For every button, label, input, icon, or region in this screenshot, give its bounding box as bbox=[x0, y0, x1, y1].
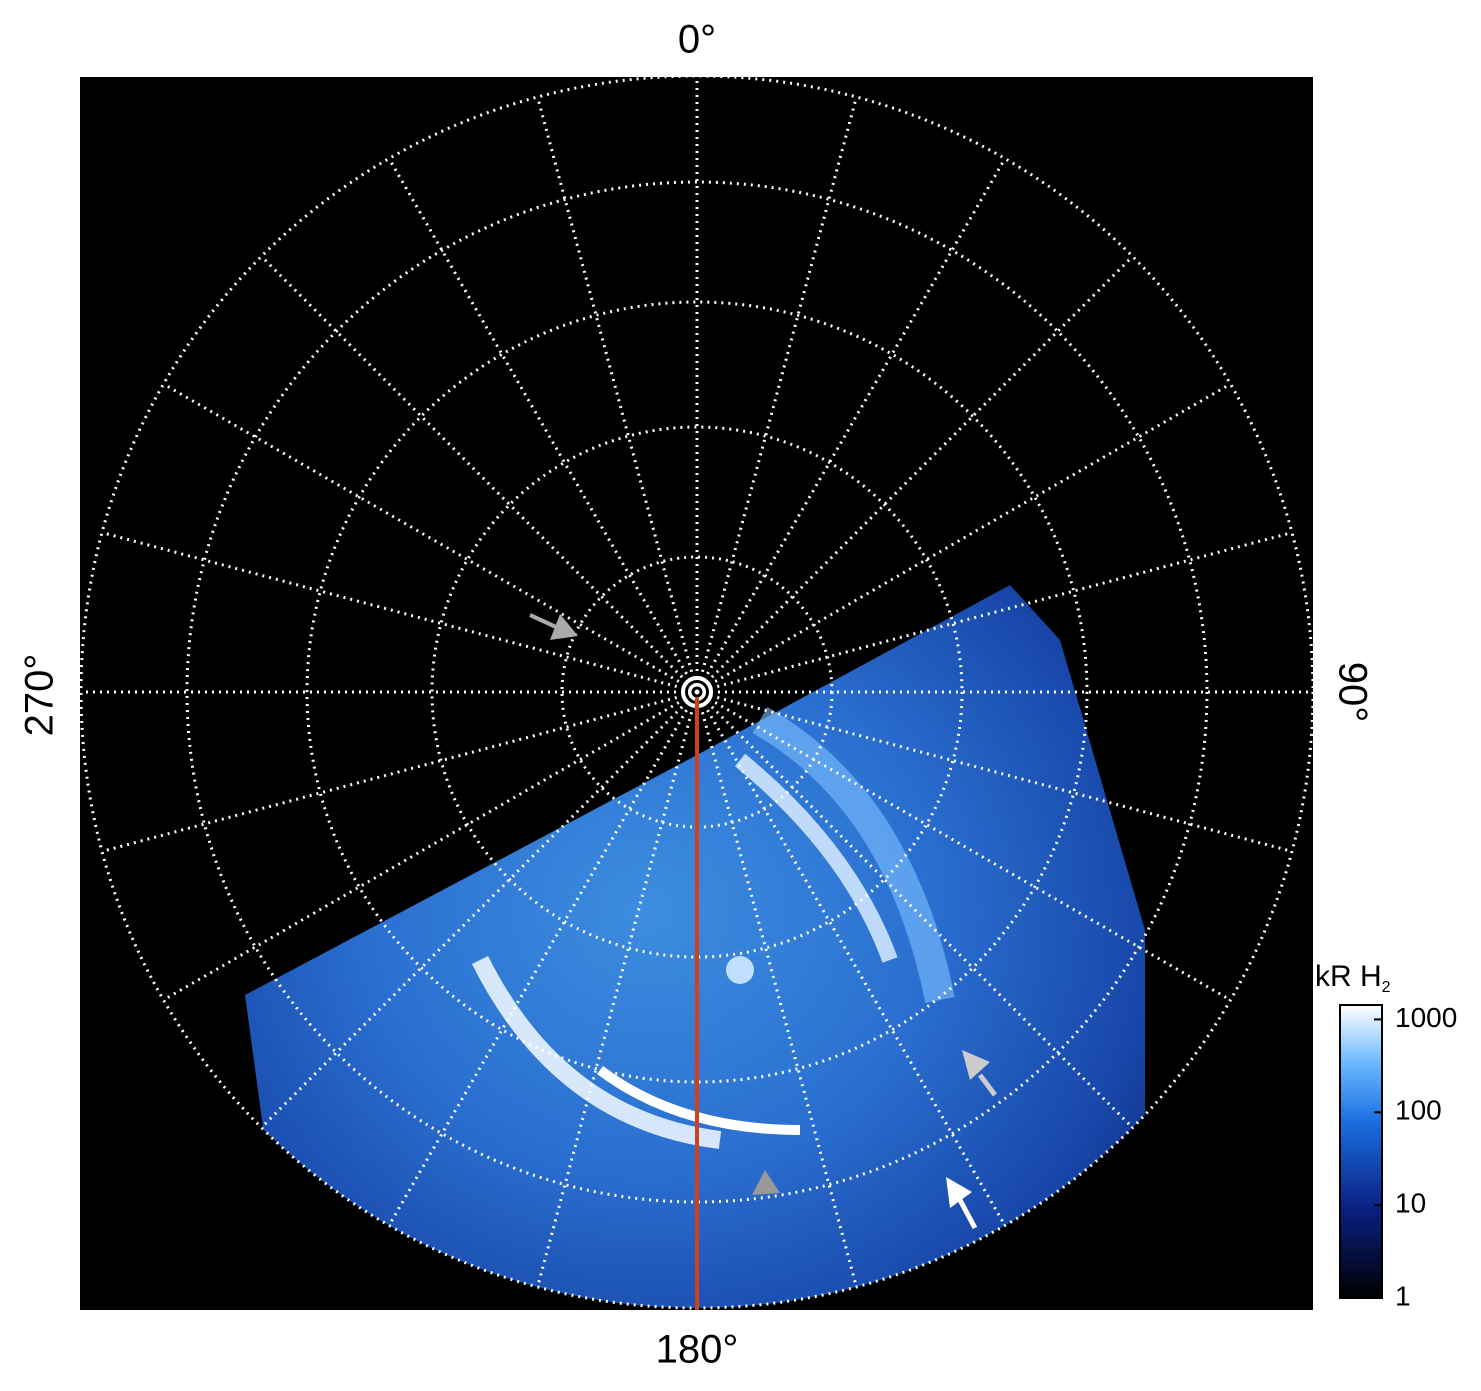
colorbar-ramp bbox=[1339, 1004, 1383, 1299]
colorbar-tick-label: 1 bbox=[1395, 1280, 1411, 1311]
longitude-label: 0° bbox=[678, 18, 716, 62]
grid-spoke bbox=[695, 691, 1007, 1227]
colorbar-title-subscript: 2 bbox=[1382, 979, 1391, 996]
grid-spoke bbox=[536, 691, 699, 1288]
longitude-label: 90° bbox=[1330, 662, 1374, 723]
grid-spoke bbox=[162, 690, 698, 1002]
longitude-label: 270° bbox=[18, 654, 62, 737]
colorbar: kR H2 1 10 100 1000 bbox=[1315, 960, 1457, 1311]
grid-spoke bbox=[695, 157, 1007, 693]
grid-spoke bbox=[695, 690, 1134, 1129]
colorbar-tick-label: 10 bbox=[1395, 1188, 1426, 1219]
colorbar-tick-label: 1000 bbox=[1395, 1002, 1457, 1033]
grid-spoke bbox=[696, 690, 1293, 853]
grid-spoke bbox=[101, 690, 698, 853]
grid-spoke bbox=[696, 531, 1293, 694]
grid-spoke bbox=[696, 382, 1232, 694]
colorbar-tick-label: 100 bbox=[1395, 1095, 1442, 1126]
grid bbox=[79, 74, 1315, 1310]
colorbar-title-text: kR H bbox=[1315, 960, 1382, 993]
grid-spoke bbox=[162, 382, 698, 694]
grid-spoke bbox=[387, 157, 699, 693]
grid-spoke bbox=[101, 531, 698, 694]
grid-spoke bbox=[695, 96, 858, 693]
grid-spoke bbox=[696, 690, 1232, 1002]
grid-spoke bbox=[536, 96, 699, 693]
arrows bbox=[529, 613, 997, 1230]
grid-spoke bbox=[695, 691, 858, 1288]
longitude-label: 180° bbox=[656, 1328, 739, 1372]
grid-spoke bbox=[387, 691, 699, 1227]
colorbar-title: kR H2 bbox=[1315, 960, 1391, 996]
